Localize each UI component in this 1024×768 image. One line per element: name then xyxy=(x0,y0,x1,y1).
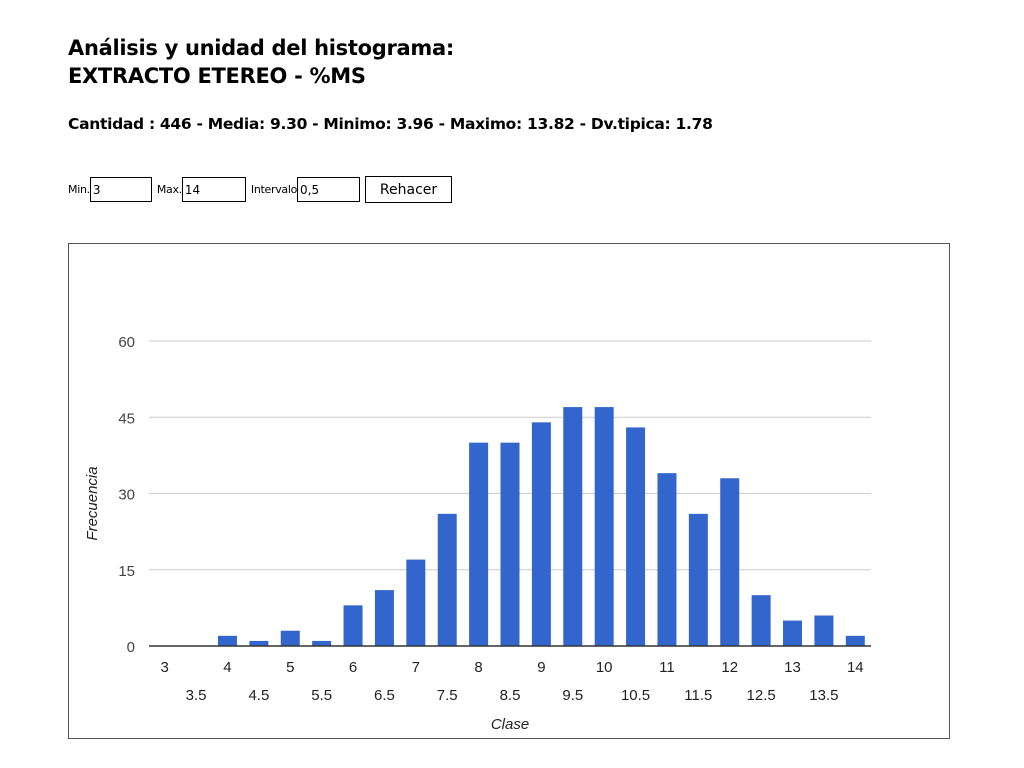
title-line-2: EXTRACTO ETEREO - %MS xyxy=(68,64,366,88)
x-tick-label: 13.5 xyxy=(809,687,838,704)
bar xyxy=(688,513,708,646)
title-line-1: Análisis y unidad del histograma: xyxy=(68,36,454,60)
bar xyxy=(531,422,551,646)
bar xyxy=(217,635,237,646)
page-title: Análisis y unidad del histograma: EXTRAC… xyxy=(68,34,454,90)
y-tick-label: 60 xyxy=(118,334,135,351)
x-tick-label: 6.5 xyxy=(374,687,395,704)
bar xyxy=(374,590,394,646)
x-tick-label: 7 xyxy=(412,659,420,676)
bar xyxy=(594,407,614,646)
x-tick-label: 7.5 xyxy=(437,687,458,704)
bar xyxy=(814,615,834,646)
y-tick-label: 15 xyxy=(118,563,135,580)
bar xyxy=(783,620,803,646)
x-tick-label: 11.5 xyxy=(684,687,712,704)
max-label: Max. xyxy=(156,183,182,196)
bar xyxy=(626,427,646,646)
bar xyxy=(500,442,520,646)
min-label: Min. xyxy=(68,183,90,196)
x-tick-label: 12.5 xyxy=(747,687,776,704)
statistics-summary: Cantidad : 446 - Media: 9.30 - Minimo: 3… xyxy=(68,115,713,133)
x-tick-label: 5 xyxy=(286,659,294,676)
bar xyxy=(437,513,457,646)
rehacer-button[interactable]: Rehacer xyxy=(365,176,453,203)
bar xyxy=(312,640,332,646)
x-tick-label: 13 xyxy=(784,659,801,676)
x-tick-label: 10 xyxy=(596,659,613,676)
histogram-controls: Min. Max. Intervalo Rehacer xyxy=(68,176,453,203)
x-tick-label: 10.5 xyxy=(621,687,650,704)
y-tick-label: 0 xyxy=(127,639,135,656)
x-tick-label: 12 xyxy=(721,659,738,676)
bar xyxy=(845,635,865,646)
bar xyxy=(249,640,269,646)
x-tick-label: 3 xyxy=(161,659,169,676)
bar xyxy=(469,442,489,646)
min-input[interactable] xyxy=(89,177,152,202)
y-tick-label: 45 xyxy=(118,410,135,427)
x-tick-label: 11 xyxy=(659,659,675,676)
bar xyxy=(280,630,300,646)
x-tick-label: 8 xyxy=(474,659,482,676)
x-tick-label: 8.5 xyxy=(500,687,521,704)
bar xyxy=(563,407,583,646)
bar xyxy=(657,473,677,646)
x-tick-label: 14 xyxy=(847,659,864,676)
x-tick-label: 3.5 xyxy=(186,687,207,704)
y-tick-label: 30 xyxy=(118,487,135,504)
x-tick-label: 5.5 xyxy=(311,687,332,704)
chart-svg: 0 15 30 45 60 3 3.5 4 4.5 5 5.5 6 6.5 7 7.5 8 8.5 9 9.5 10 1… xyxy=(84,334,871,733)
x-tick-label: 9.5 xyxy=(562,687,583,704)
x-tick-label: 9 xyxy=(537,659,545,676)
bar xyxy=(343,605,363,646)
x-tick-label: 4.5 xyxy=(248,687,269,704)
bar xyxy=(720,478,740,646)
x-tick-label: 6 xyxy=(349,659,357,676)
y-axis-title: Frecuencia xyxy=(84,466,101,540)
interval-label: Intervalo xyxy=(250,183,298,196)
histogram-chart: 0 15 30 45 60 3 3.5 4 4.5 5 5.5 6 6.5 7 7.5 8 8.5 9 9.5 10 1… xyxy=(68,243,950,739)
bar xyxy=(406,559,426,646)
bar xyxy=(751,595,771,646)
max-input[interactable] xyxy=(181,177,246,202)
x-axis-title: Clase xyxy=(491,716,529,733)
x-tick-label: 4 xyxy=(223,659,231,676)
interval-input[interactable] xyxy=(297,177,361,202)
